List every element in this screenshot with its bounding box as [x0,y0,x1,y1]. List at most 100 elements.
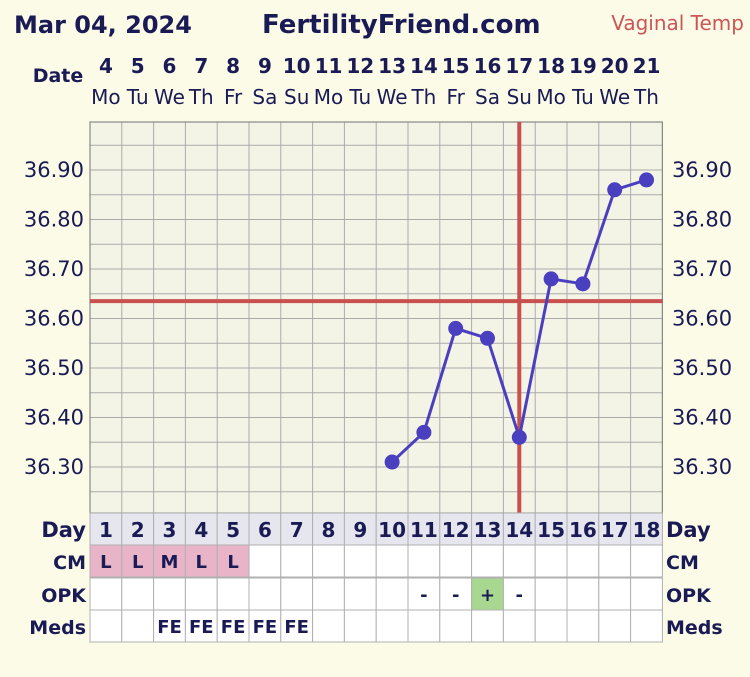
temperature-point [384,454,400,470]
temperature-point [448,320,464,336]
table-cell [407,544,441,578]
date-number: 11 [315,54,343,78]
table-cell [343,544,377,578]
date-number: 10 [283,54,311,78]
y-tick-left: 36.30 [24,455,84,479]
weekday-label: Su [284,85,309,109]
cycle-day: 12 [442,518,470,542]
cm-value: M [161,552,179,573]
y-axis-ticks: 36.90 36.90 36.80 36.80 36.70 36.70 36.60 36.60… [24,158,732,479]
table-cell [566,544,600,578]
row-label-left: OPK [41,585,87,607]
opk-value: + [480,585,495,606]
date-number: 4 [99,54,113,78]
row-label-right: CM [666,552,699,574]
date-number: 17 [505,54,533,78]
table-cell [312,577,345,611]
table-cell [375,544,409,578]
temperature-point [416,424,432,440]
temperature-series [384,172,654,470]
table-cell [312,609,345,643]
date-number: 8 [226,54,240,78]
temperature-point [639,172,654,188]
cycle-day: 13 [474,518,502,542]
date-number: 5 [131,54,145,78]
table-cell [153,544,186,578]
chart-date: Mar 04, 2024 [14,11,192,39]
opk-value: - [452,585,459,606]
table-cell [471,577,504,611]
site-name: FertilityFriend.com [262,10,541,40]
table-cell [184,609,218,643]
weekday-label: Tu [571,85,594,109]
table-cell [184,512,218,546]
weekday-label: Su [507,85,532,109]
table-cell [89,544,123,578]
table-cell [471,544,504,578]
weekday-label: Th [410,85,436,109]
cycle-day: 18 [633,518,661,542]
table-cell [121,577,155,611]
table-cell [439,544,473,578]
cycle-day: 9 [353,518,367,542]
table-cell [375,609,409,643]
temperature-point [480,330,495,346]
weekday-label: Fr [447,85,466,109]
y-tick-left: 36.50 [24,356,84,380]
weekday-label: Mo [314,85,344,109]
table-cell [502,609,536,643]
row-label-right: OPK [666,585,712,607]
table-cell [598,609,632,643]
cm-value: L [196,552,207,573]
table-cell [121,609,155,643]
y-tick-right: 36.80 [672,208,732,232]
date-number: 14 [410,54,438,78]
meds-value: FE [189,617,214,638]
table-cell [248,609,282,643]
weekday-label: Th [188,85,214,109]
coverline [90,122,663,513]
y-tick-right: 36.30 [672,455,732,479]
weekday-label: Sa [252,85,277,109]
cycle-day: 14 [505,518,533,542]
row-label-right: Meds [666,617,723,639]
cycle-day: 10 [378,518,406,542]
table-cell [343,609,377,643]
date-number: 21 [633,54,661,78]
cycle-day: 7 [290,518,304,542]
meds-value: FE [284,617,309,638]
weekday-label: Tu [126,85,149,109]
table-cell [566,609,600,643]
table-cell [566,577,600,611]
date-number: 6 [163,54,177,78]
table-cell [598,512,632,546]
table-cell [216,577,250,611]
date-number: 20 [601,54,629,78]
table-cell [407,609,441,643]
opk-value: - [420,585,427,606]
y-tick-right: 36.40 [672,406,732,430]
y-tick-left: 36.80 [24,208,84,232]
cm-value: L [227,552,238,573]
table-cell [630,512,663,546]
y-tick-right: 36.90 [672,158,732,182]
date-row-label: Date [33,65,84,87]
temp-type: Vaginal Temp [611,11,744,35]
weekday-label: Mo [91,85,121,109]
cycle-day: 5 [226,518,240,542]
table-cell [280,609,314,643]
opk-value: - [516,585,523,606]
table-cell [534,577,568,611]
weekday-label: Th [633,85,659,109]
date-number: 13 [378,54,406,78]
table-cell [280,577,314,611]
table-cell [439,609,473,643]
table-cell [502,577,536,611]
y-tick-right: 36.60 [672,307,732,331]
static-layer [89,121,664,514]
table-cell [184,544,218,578]
table-cell [312,544,345,578]
table-cell [598,544,632,578]
date-number: 12 [346,54,374,78]
cycle-day: 2 [131,518,145,542]
